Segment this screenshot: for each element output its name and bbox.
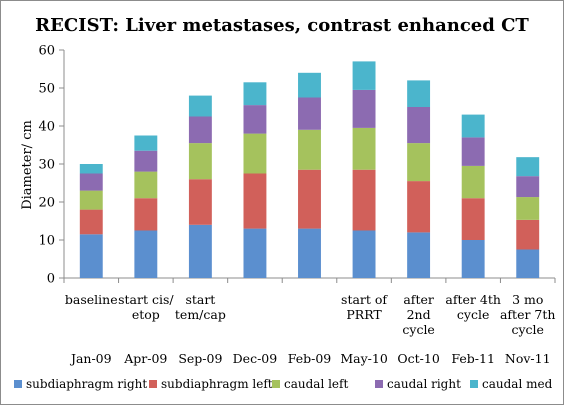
bar-segment (461, 137, 485, 166)
bar-segment (79, 209, 103, 235)
x-tick-label: Dec-09 (233, 351, 278, 366)
y-axis-label: Diameter/ cm (20, 120, 35, 210)
bar-segment (516, 157, 540, 177)
y-tick-label: 60 (38, 44, 55, 59)
bar-segment (352, 89, 376, 128)
category-annotation: tem/cap (175, 307, 226, 322)
bar-segment (79, 164, 103, 174)
bar-segment (243, 133, 267, 174)
bar-segment (352, 230, 376, 278)
bar-segment (243, 228, 267, 278)
bar-segment (461, 114, 485, 138)
bar-segment (134, 230, 158, 278)
y-tick-label: 50 (38, 82, 55, 97)
legend: subdiaphragm right subdiaphragm left cauda… (14, 377, 553, 391)
bar-segment (188, 116, 212, 144)
bar-segment (516, 197, 540, 220)
bar-segment (461, 198, 485, 240)
bar-segment (188, 143, 212, 180)
category-annotation: 2nd (407, 307, 431, 322)
category-annotation: cycle (457, 307, 489, 322)
legend-swatch (375, 380, 383, 388)
bar-segment (188, 224, 212, 278)
bar-segment (243, 173, 267, 229)
category-annotation: cycle (511, 322, 543, 337)
x-tick-label: Feb-09 (288, 351, 332, 366)
category-annotation: 3 mo (512, 292, 543, 307)
legend-label: caudal med (482, 377, 553, 391)
x-tick-label: Sep-09 (178, 351, 222, 366)
y-tick-label: 10 (38, 234, 55, 249)
y-tick-label: 30 (38, 158, 55, 173)
category-annotation: cycle (402, 322, 434, 337)
bar-segment (352, 61, 376, 90)
x-tick-label: Nov-11 (505, 351, 551, 366)
x-tick-label: Jan-09 (69, 351, 112, 366)
category-annotation: etop (132, 307, 160, 322)
bar-segment (79, 173, 103, 191)
x-tick-label: Oct-10 (397, 351, 439, 366)
legend-swatch (272, 380, 280, 388)
legend-swatch (470, 380, 478, 388)
bar-segment (516, 219, 540, 250)
legend-label: subdiaphragm left (161, 377, 273, 391)
bar-segment (298, 72, 321, 98)
y-tick-label: 40 (38, 120, 55, 135)
bar-segment (407, 107, 431, 144)
category-annotation: PRRT (346, 307, 382, 322)
bar-segment (298, 228, 321, 278)
bar-segment (134, 150, 158, 172)
bar-segment (461, 240, 485, 278)
bar-segment (407, 181, 431, 233)
x-tick-label: Feb-11 (451, 351, 495, 366)
plot-area: 0 10 20 30 40 50 60 baseline Jan-09 start cis/eto… (38, 44, 556, 366)
category-annotation: after 4th (445, 292, 500, 307)
bar-segment (134, 171, 158, 199)
bar-segment (243, 105, 267, 134)
x-tick-label: May-10 (340, 351, 387, 366)
category-annotation: start of (341, 292, 388, 307)
bar-segment (298, 97, 321, 130)
category-annotation: start (185, 292, 215, 307)
bar-segment (516, 176, 540, 198)
legend-label: caudal left (284, 377, 348, 391)
y-tick-label: 0 (47, 272, 55, 287)
bar-segment (134, 198, 158, 231)
bar-segment (188, 179, 212, 225)
bar-segment (407, 232, 431, 278)
category-annotation: after (403, 292, 433, 307)
bar-segment (298, 129, 321, 170)
chart-title: RECIST: Liver metastases, contrast enhan… (35, 15, 529, 36)
bar-segment (188, 95, 212, 117)
bar-segment (516, 249, 540, 278)
category-annotation: baseline (65, 292, 118, 307)
legend-label: caudal right (387, 377, 461, 391)
bar-segment (352, 127, 376, 170)
legend-label: subdiaphragm right (26, 377, 147, 391)
bar-segment (79, 234, 103, 278)
y-tick-label: 20 (38, 196, 55, 211)
bar-segment (134, 135, 158, 151)
x-tick-label: Apr-09 (123, 351, 167, 366)
bar-segment (352, 169, 376, 231)
bar-segment (79, 190, 103, 210)
bar-segment (298, 169, 321, 229)
bar-segment (407, 80, 431, 107)
bar-segment (407, 143, 431, 182)
bar-segment (461, 165, 485, 199)
category-annotation: start cis/ (118, 292, 174, 307)
category-annotation: after 7th (500, 307, 555, 322)
legend-swatch (14, 380, 22, 388)
bar-segment (243, 82, 267, 106)
legend-swatch (149, 380, 157, 388)
